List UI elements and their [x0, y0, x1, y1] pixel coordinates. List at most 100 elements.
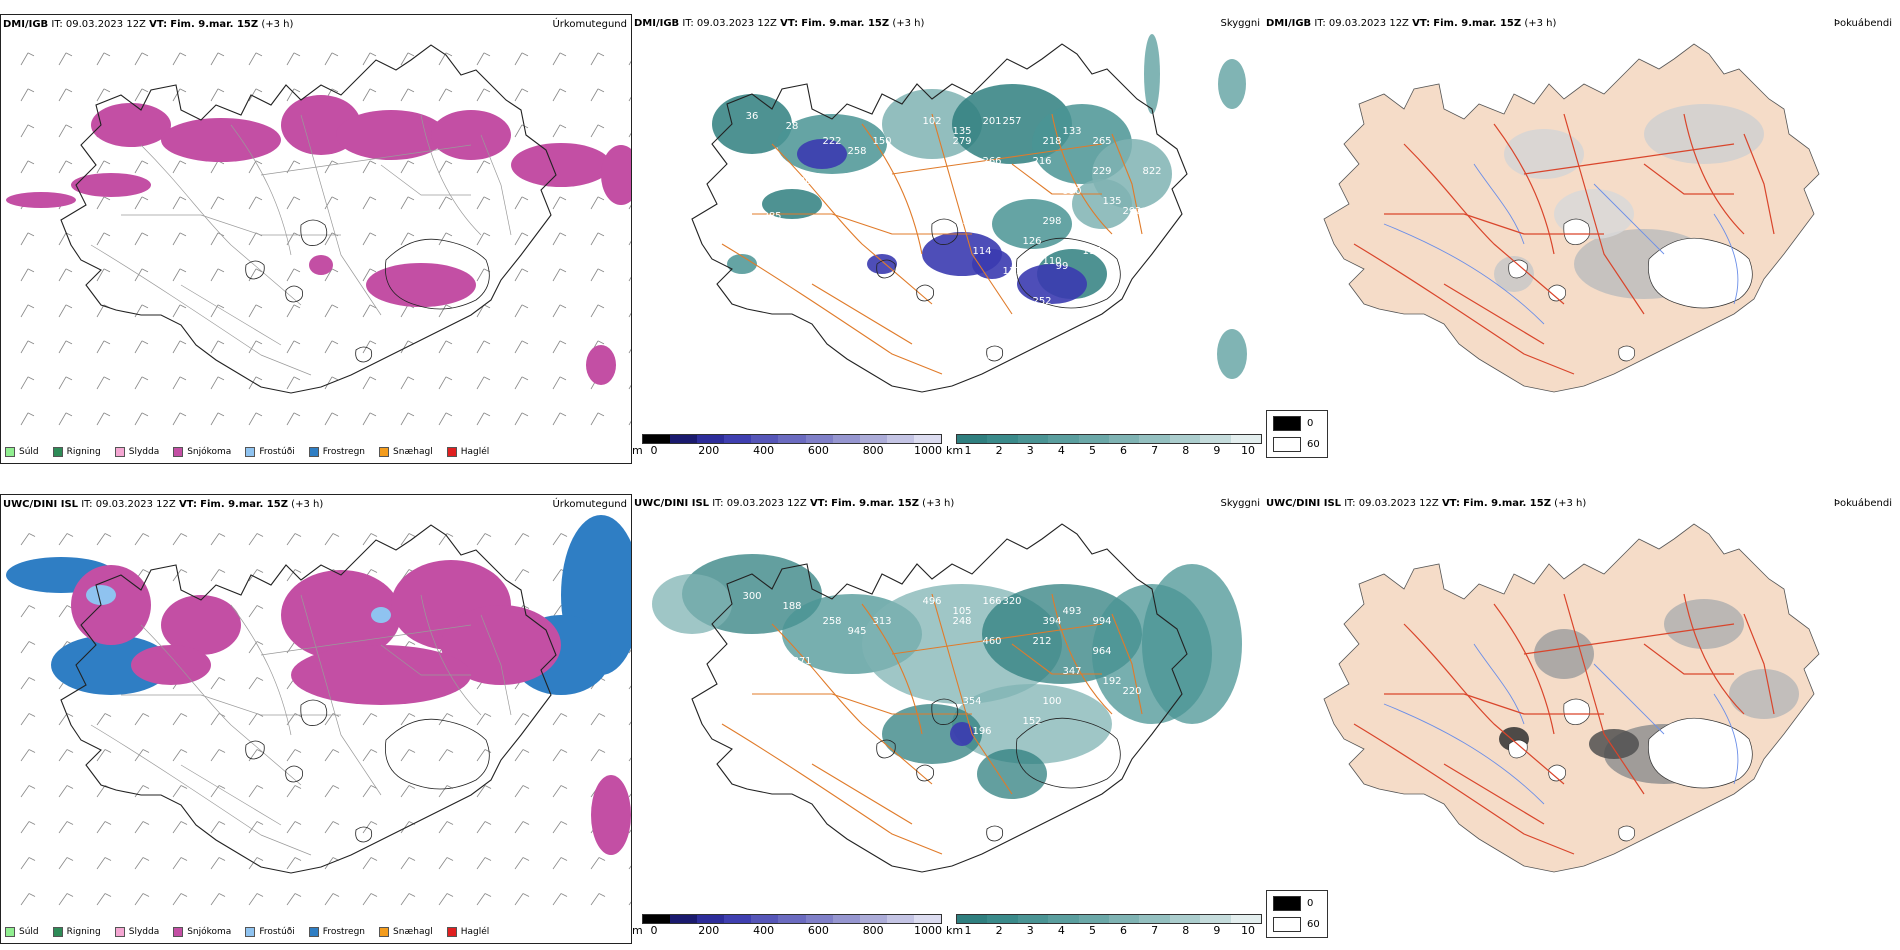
ceiling-value-label: 105: [952, 606, 971, 617]
legend-item: Rigning: [52, 927, 101, 937]
legend-swatch: [446, 447, 457, 457]
colorbar-cell: [670, 915, 698, 923]
colorbar-tick: 800: [862, 924, 884, 937]
legend-swatch: [245, 447, 256, 457]
ceiling-value-label: 313: [872, 616, 891, 627]
iceland-map: [6, 515, 631, 906]
colorbar-tick: 400: [753, 444, 775, 457]
colorbar-tick: 9: [1213, 924, 1221, 937]
colorbar-tick: 5: [1088, 924, 1096, 937]
ceiling-value-label: 354: [922, 206, 941, 217]
colorbar-cell: [957, 435, 988, 443]
colorbar-cell: [751, 435, 779, 443]
colorbar-tick: 8: [1182, 924, 1190, 937]
legend-item: Súld: [5, 927, 39, 937]
colorbar-tick: 800: [862, 444, 884, 457]
colorbar-cell: [697, 435, 725, 443]
colorbar-cell: [751, 915, 779, 923]
cloud-legend: 0 60: [1266, 410, 1328, 458]
colorbar-tick: 6: [1120, 924, 1128, 937]
colorbar-tick: 1: [964, 444, 972, 457]
legend-swatch: [52, 447, 63, 457]
colorbar-tick: 400: [753, 924, 775, 937]
ceiling-value-label: 394: [1042, 616, 1061, 627]
legend-item: Frostregn: [308, 447, 365, 457]
colorbar-cell: [886, 435, 914, 443]
colorbar-unit: km: [946, 924, 964, 937]
legend-swatch: [379, 927, 390, 937]
cloud-legend-item: 60: [1273, 437, 1320, 452]
legend-label: Snjókoma: [187, 447, 232, 457]
ceiling-value-label: 201: [982, 116, 1001, 127]
legend-label: Slydda: [128, 927, 160, 937]
colorbar-cell: [957, 915, 988, 923]
colorbar-cell: [1109, 435, 1140, 443]
colorbar-unit: m: [632, 444, 643, 457]
cloud-legend-swatch: [1273, 437, 1301, 452]
legend-item: Snjókoma: [173, 927, 231, 937]
ceiling-value-label: 166: [982, 596, 1001, 607]
fog-panel-top: DMI/IGB IT: 09.03.2023 12Z VT: Fim. 9.ma…: [1264, 14, 1896, 464]
iceland-map: 300 188 968 871 258 945 313 496 105 166 248 320 460 3…: [652, 523, 1242, 873]
ceiling-value-label: 152: [1022, 716, 1041, 727]
ceiling-value-label: 279: [952, 136, 971, 147]
cloud-legend-swatch: [1273, 416, 1301, 431]
ceiling-value-label: 117: [1002, 266, 1021, 277]
ceiling-value-label: 258: [822, 616, 841, 627]
panel-header: UWC/DINI ISL IT: 09.03.2023 12Z VT: Fim.…: [1266, 498, 1587, 509]
ceiling-value-label: 496: [922, 596, 941, 607]
ceiling-value-label: 133: [1062, 126, 1081, 137]
colorbar-tick: 3: [1026, 444, 1034, 457]
colorbar-cell: [805, 435, 833, 443]
cloud-legend-label: 0: [1307, 898, 1314, 909]
visibility-colorbar: km 1 2 3 4 5 6 7 8 9 10: [946, 434, 1262, 464]
ceiling-value-label: 964: [1092, 646, 1111, 657]
precip-panel-bottom: UWC/DINI ISL IT: 09.03.2023 12Z VT: Fim.…: [0, 494, 632, 944]
colorbar-tick: 6: [1120, 444, 1128, 457]
ceiling-value-label: 257: [1002, 116, 1021, 127]
colorbar-tick: 9: [1213, 444, 1221, 457]
colorbar-tick: 2: [995, 444, 1003, 457]
colorbar-cell: [913, 435, 942, 443]
legend-label: Súld: [19, 927, 39, 937]
ceiling-value-label: 265: [1092, 136, 1111, 147]
colorbar-tick: 10: [1241, 924, 1255, 937]
legend-item: Frostúði: [245, 447, 295, 457]
colorbar-cell: [643, 435, 671, 443]
ceiling-value-label: 994: [1092, 616, 1111, 627]
legend-item: Snæhagl: [379, 447, 433, 457]
ceiling-value-label: 188: [782, 601, 801, 612]
legend-swatch: [114, 447, 125, 457]
colorbar-tick: 3: [1026, 924, 1034, 937]
legend-label: Snjókoma: [187, 927, 232, 937]
ceiling-value-label: 460: [982, 636, 1001, 647]
panel-title: Þokuábendi: [1833, 18, 1892, 29]
legend-label: Frostregn: [322, 927, 366, 937]
colorbar-tick: 200: [698, 924, 720, 937]
legend-swatch: [173, 927, 184, 937]
legend-item: Snæhagl: [379, 927, 433, 937]
legend-label: Haglél: [460, 447, 490, 457]
ceiling-colorbar: m 0 200 400 600 800 1000: [632, 434, 942, 464]
legend-swatch: [173, 447, 184, 457]
cloud-legend-label: 0: [1307, 418, 1314, 429]
cloud-legend-item: 60: [1273, 917, 1320, 932]
iceland-map: [6, 44, 631, 426]
legend-label: Slydda: [128, 447, 160, 457]
ceiling-value-label: 298: [1042, 216, 1061, 227]
ceiling-value-label: 222: [822, 136, 841, 147]
colorbar-tick: 10: [1241, 444, 1255, 457]
colorbar-cell: [724, 915, 752, 923]
legend-swatch: [308, 927, 319, 937]
panel-title: Skyggni: [1220, 498, 1260, 509]
colorbar-cell: [987, 915, 1018, 923]
colorbar-tick: 600: [807, 924, 829, 937]
colorbar-tick: 1000: [914, 924, 942, 937]
ceiling-value-label: 350: [1062, 186, 1081, 197]
colorbar-cell: [697, 915, 725, 923]
panel-header: DMI/IGB IT: 09.03.2023 12Z VT: Fim. 9.ma…: [3, 19, 294, 30]
colorbar-cell: [1230, 435, 1262, 443]
ceiling-value-label: 330: [822, 236, 841, 247]
colorbar-cell: [1169, 915, 1201, 923]
ceiling-value-label: 945: [847, 626, 866, 637]
